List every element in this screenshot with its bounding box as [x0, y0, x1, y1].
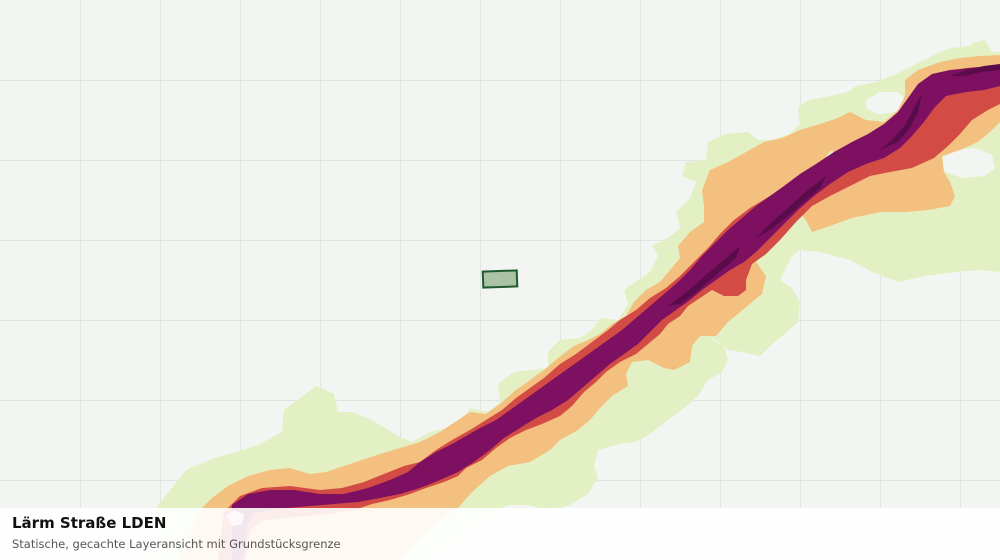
- noise-band-4: [232, 66, 1000, 560]
- layer-caption: Lärm Straße LDEN Statische, gecachte Lay…: [0, 508, 1000, 560]
- layer-title: Lärm Straße LDEN: [12, 514, 167, 532]
- layer-subtitle: Statische, gecachte Layeransicht mit Gru…: [12, 537, 341, 551]
- noise-band-5-b: [756, 176, 826, 238]
- noise-corridor: [150, 40, 1000, 560]
- noise-band-1-gap-1: [940, 148, 995, 178]
- noise-band-1-gap-2: [866, 92, 906, 114]
- parcel-boundary[interactable]: [481, 269, 519, 289]
- noise-band-5-d: [950, 64, 1000, 76]
